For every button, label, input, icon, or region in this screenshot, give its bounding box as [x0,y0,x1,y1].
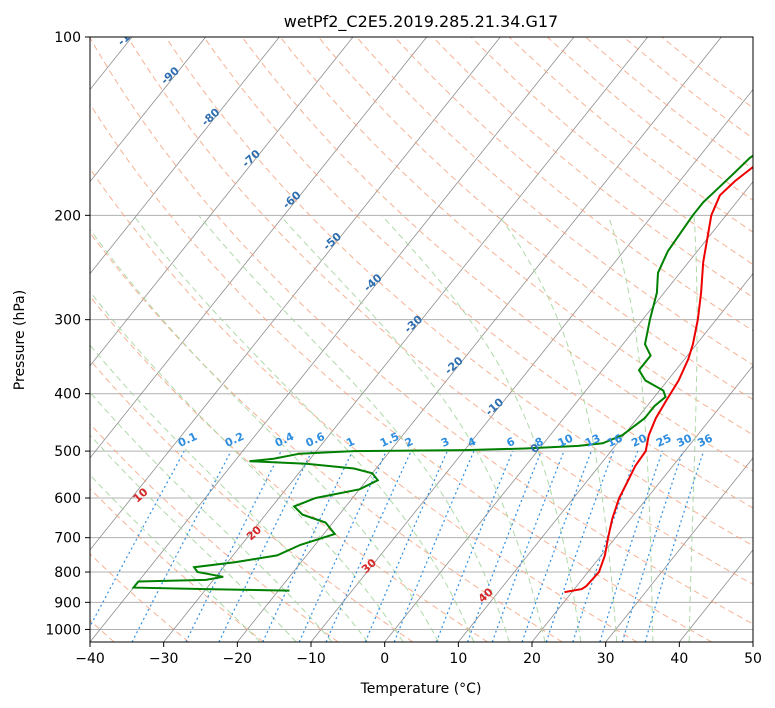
plot-background [90,37,753,642]
y-tick-label: 500 [54,444,81,460]
plot-area: 0.1 0.2 0.4 0.6 1 1.5 2 3 4 6 8 10 13 16 20 25 30 36-100-… [0,20,754,643]
mixing-ratio-line [90,450,185,628]
mixing-ratio-label: 30 [675,431,695,449]
isotherm-line [90,37,206,183]
moist-adiabat [381,214,582,642]
mixing-ratio-line [218,450,313,642]
x-tick-label: 0 [380,651,389,667]
axes: −40 −30 −20 −10 0 10 20 30 40 50 100 200 300 400 500 60… [45,30,762,667]
moist-adiabat [90,474,261,642]
moist-adiabat [90,291,404,642]
dry-adiabat [127,37,753,586]
x-tick-label: −30 [149,651,179,667]
plot-frame [89,36,754,643]
moist-adiabat [90,391,333,642]
mixing-ratio-label: 13 [583,432,602,450]
mixing-ratio-line [298,450,387,642]
isotherm-line [531,365,753,642]
y-tick-label: 300 [54,313,81,329]
y-tick-label: 400 [54,387,81,403]
y-tick-label: 1000 [45,622,81,638]
mixing-ratio-line [545,450,614,642]
x-tick-label: 40 [670,651,688,667]
isotherm-line [752,641,753,642]
mixing-ratio-line [644,450,705,642]
moist-adiabat [279,214,546,642]
mixing-ratio-line [325,450,412,642]
dry-adiabat [90,359,414,642]
moist-adiabat [90,434,297,642]
isotherm-line [90,37,427,459]
mixing-ratio-line [521,450,592,642]
dry-adiabat [90,295,488,642]
chart-title: wetPf2_C2E5.2019.285.21.34.G17 [284,12,558,32]
mixing-ratio-label: 16 [605,431,625,449]
dry-adiabat [90,553,190,642]
x-tick-label: 20 [523,651,541,667]
mixing-ratio-line [621,450,684,642]
dry-adiabat [394,37,753,332]
dry-adiabat [90,167,638,642]
x-tick-label: 10 [449,651,467,667]
mixing-ratio-line [466,450,542,642]
moist-adiabat [688,215,698,642]
background-lines [0,37,753,642]
isotherm-line [237,37,722,642]
isotherm-line [0,37,58,642]
dry-adiabat [203,37,753,509]
dry-adiabat [318,37,753,401]
isotherm-line [90,37,354,367]
mixing-ratio-line [131,450,232,642]
moist-adiabat [90,228,439,642]
mixing-ratio-label: 25 [654,432,673,450]
y-tick-label: 600 [54,491,81,507]
moist-adiabat [90,344,369,642]
mixing-ratio-line [262,450,354,642]
x-tick-label: −40 [75,651,105,667]
temperature-profile-line [564,165,753,594]
isotherm-line [90,37,280,275]
dry-adiabat [90,103,712,642]
dewpoint-profile-line [131,154,753,592]
isotherm-line [90,37,501,551]
dry-adiabat [90,37,753,625]
mixing-ratio-line [435,450,514,642]
dry-adiabat [165,37,753,547]
x-tick-label: 30 [597,651,615,667]
mixing-ratio-label: 10 [556,431,576,449]
mixing-ratio-line [572,450,639,642]
mixing-ratio-label: 36 [695,431,715,449]
mixing-ratio-line [185,450,282,642]
y-tick-label: 700 [54,531,81,547]
x-tick-label: 50 [744,651,762,667]
y-tick-label: 800 [54,565,81,581]
x-tick-label: −20 [223,651,253,667]
moist-adiabat [133,214,475,642]
dry-adiabat [90,231,563,642]
isotherm-line [458,273,753,642]
y-tick-label: 200 [54,208,81,224]
dry-adiabat [356,37,753,366]
x-tick-label: −10 [296,651,326,667]
mixing-ratio-line [393,450,475,642]
isotherm-line [163,37,648,642]
mixing-ratio-line [364,450,448,642]
x-axis-label: Temperature (°C) [360,681,482,697]
isotherm-line [90,37,575,642]
y-tick-label: 100 [54,30,81,46]
y-tick-label: 900 [54,595,81,611]
moist-adiabat [607,215,654,642]
y-axis-label: Pressure (hPa) [12,290,28,390]
mixing-ratio-label: 20 [629,431,649,449]
isotherm-line [605,457,753,642]
mixing-ratio-line [599,450,663,642]
series-layer [131,154,753,594]
moist-adiabat [498,215,618,642]
isotherm-line [384,180,753,642]
isotherm-label: -100 [115,20,144,48]
